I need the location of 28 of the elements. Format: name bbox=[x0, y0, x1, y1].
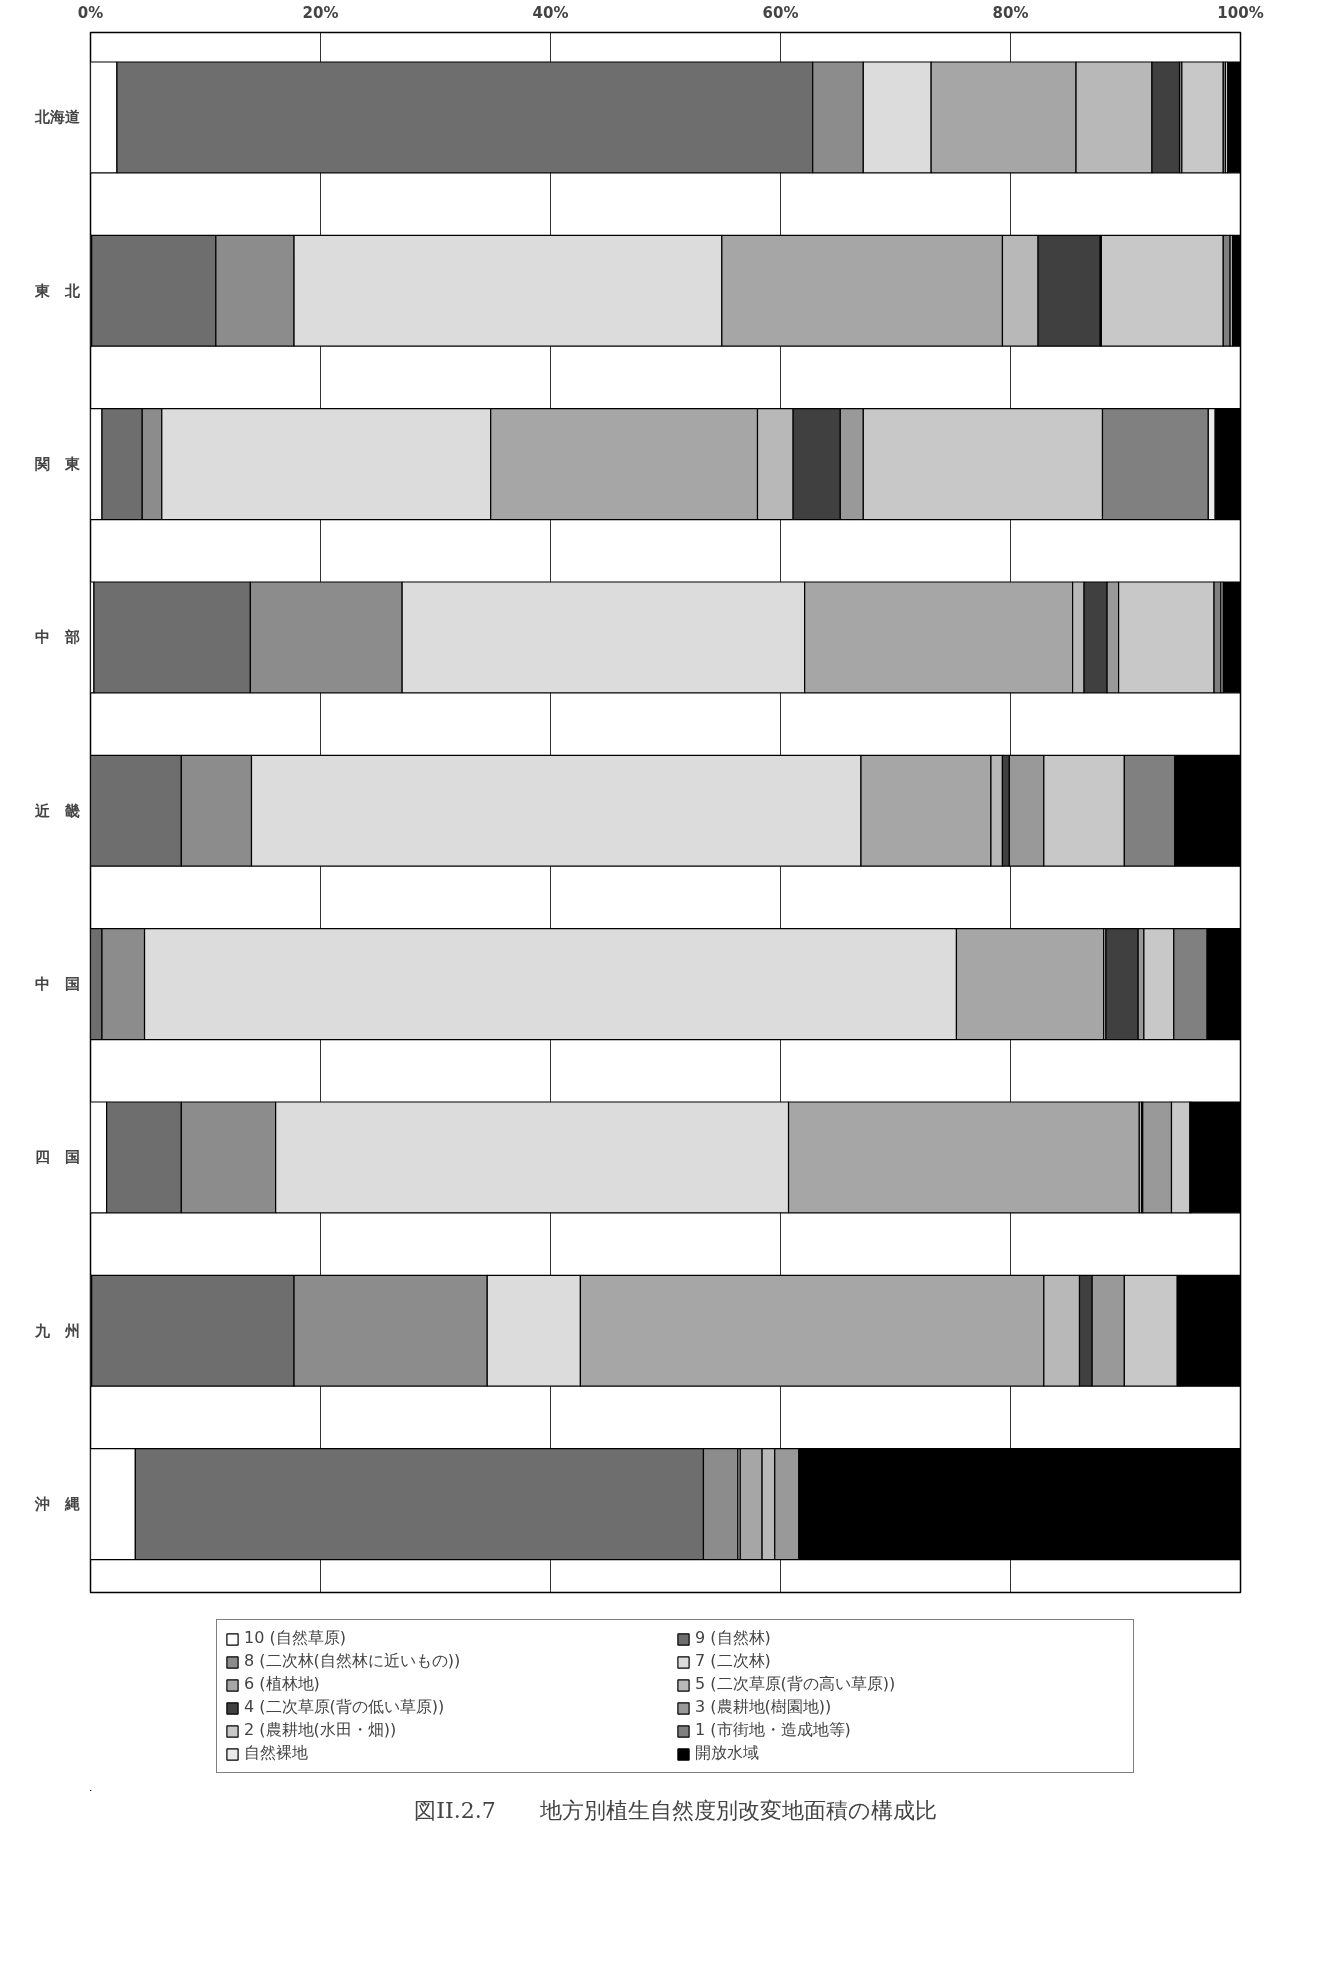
y-tick-label: 沖 縄 bbox=[33, 1495, 80, 1514]
x-tick-label: 100% bbox=[1217, 3, 1264, 22]
x-tick-label: 40% bbox=[532, 3, 569, 22]
legend-label: 5 (二次草原(背の高い草原)) bbox=[695, 1674, 897, 1695]
y-tick-label: 四 国 bbox=[34, 1148, 80, 1167]
y-tick-label: 東 北 bbox=[33, 281, 81, 300]
x-tick-label: 0% bbox=[77, 3, 104, 22]
legend-label: 2 (農耕地(水田・畑)) bbox=[244, 1720, 398, 1741]
y-tick-label: 北海道 bbox=[33, 108, 81, 127]
legend-label: 4 (二次草原(背の低い草原)) bbox=[244, 1697, 446, 1718]
y-tick-label: 関 東 bbox=[34, 455, 81, 474]
legend-label: 3 (農耕地(樹園地)) bbox=[695, 1697, 833, 1718]
text: 図II.2.7 地方別植生自然度別改変地面積の構成比 bbox=[414, 1797, 937, 1823]
x-tick-label: 60% bbox=[762, 3, 799, 22]
y-tick-label: 中 部 bbox=[34, 628, 80, 647]
x-tick-label: 80% bbox=[992, 3, 1029, 22]
y-tick-label: 近 畿 bbox=[33, 801, 80, 820]
x-tick-label: 20% bbox=[302, 3, 339, 22]
legend-label: 8 (二次林(自然林に近いもの)) bbox=[244, 1651, 462, 1672]
y-tick-label: 九 州 bbox=[33, 1321, 80, 1340]
legend-label: 6 (植林地) bbox=[244, 1674, 321, 1695]
legend-label: 7 (二次林) bbox=[695, 1651, 772, 1672]
legend-label: 開放水域 bbox=[695, 1743, 760, 1764]
legend-label: 1 (市街地・造成地等) bbox=[695, 1720, 852, 1741]
y-tick-label: 中 国 bbox=[34, 975, 80, 994]
legend-label: 9 (自然林) bbox=[695, 1628, 772, 1649]
legend-label: 自然裸地 bbox=[244, 1743, 309, 1764]
legend-label: 10 (自然草原) bbox=[244, 1628, 347, 1649]
